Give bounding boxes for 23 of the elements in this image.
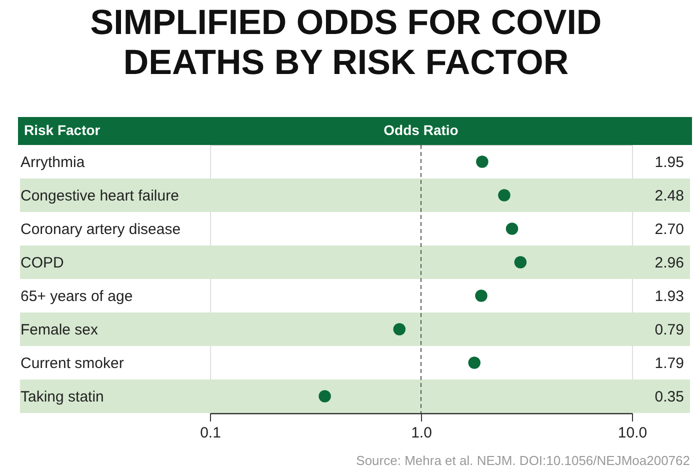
- source-note: Source: Mehra et al. NEJM. DOI:10.1056/NEJMoa200762: [356, 453, 690, 468]
- text: 1.79: [654, 354, 684, 372]
- y-axis-title: Risk Factor: [24, 122, 101, 138]
- y-tick-label: COPD: [20, 254, 64, 272]
- text: 1.93: [654, 288, 684, 305]
- x-axis-title: Odds Ratio: [384, 122, 458, 138]
- x-tick-label: 0.1: [200, 424, 221, 442]
- y-tick-label: Congestive heart failure: [20, 187, 179, 204]
- text: 2.48: [654, 187, 684, 204]
- y-tick-label: Current smoker: [20, 354, 124, 372]
- text: 0.79: [654, 321, 684, 338]
- y-tick-label: Coronary artery disease: [20, 220, 181, 238]
- y-tick-label: 65+ years of age: [20, 288, 133, 305]
- x-tick-label: 1.0: [411, 424, 432, 442]
- y-tick-label: Taking statin: [20, 388, 104, 406]
- x-tick-label: 10.0: [618, 424, 648, 442]
- y-tick-label: Female sex: [20, 321, 99, 338]
- text: 0.35: [654, 388, 684, 406]
- text: 2.70: [654, 220, 684, 238]
- y-tick-label: Arrythmia: [20, 154, 86, 171]
- text: 2.96: [654, 254, 684, 272]
- text: 1.95: [654, 154, 684, 171]
- chart-title: SIMPLIFIED ODDS FOR COVID DEATHS BY RISK FACTOR: [90, 3, 602, 82]
